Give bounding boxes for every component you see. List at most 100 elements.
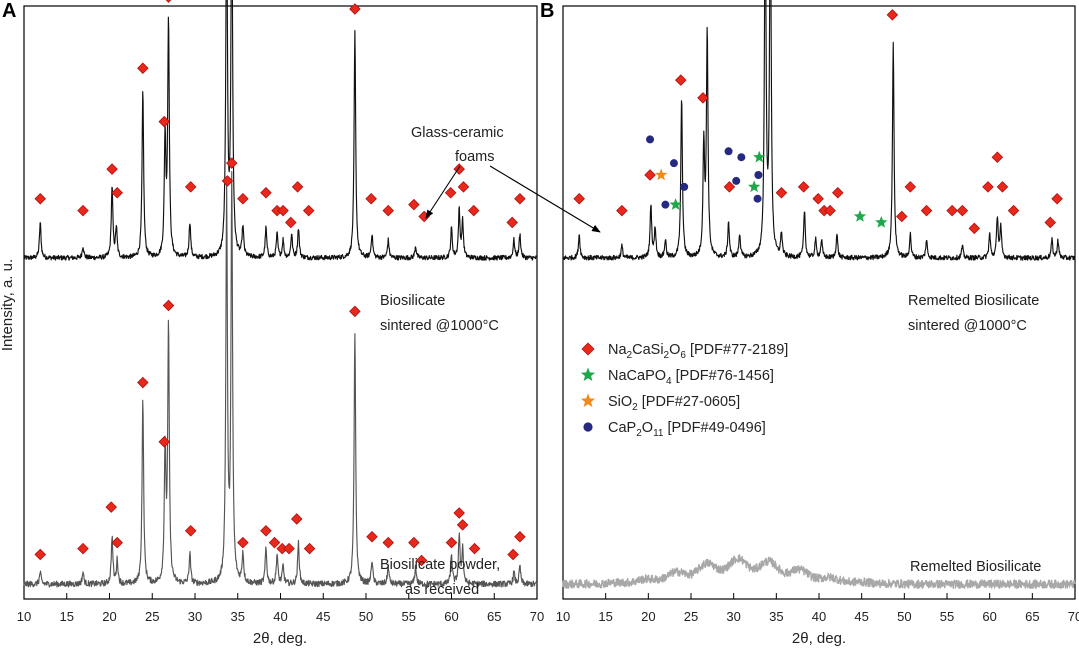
panel-a-markers bbox=[34, 0, 526, 567]
phase-marker-diamond bbox=[812, 192, 824, 205]
phase-marker-diamond bbox=[165, 0, 172, 3]
phase-marker-circle bbox=[646, 135, 655, 144]
series-label-b1-line2: sintered @1000°C bbox=[908, 318, 1027, 334]
x-tick-label: 15 bbox=[60, 609, 74, 624]
phase-marker-diamond bbox=[644, 169, 656, 181]
x-tick-label: 35 bbox=[769, 609, 783, 624]
x-tick-label: 60 bbox=[444, 609, 458, 624]
phase-marker-diamond bbox=[290, 513, 303, 525]
x-tick-label: 55 bbox=[402, 609, 416, 624]
series-label-b2-line1: Remelted Biosilicate bbox=[910, 559, 1041, 575]
panel-b-markers bbox=[573, 9, 1063, 235]
phase-marker-diamond bbox=[221, 175, 234, 187]
annotation-arrow-right bbox=[489, 165, 601, 233]
phase-marker-star bbox=[853, 210, 867, 222]
phase-marker-diamond bbox=[162, 299, 175, 312]
phase-marker-diamond bbox=[457, 181, 470, 193]
panel-b: B 10 15 20 25 30 35 40 45 50 55 60 65 70 2θ, deg. Re… bbox=[540, 0, 1079, 647]
phase-marker-diamond bbox=[291, 181, 304, 193]
phase-marker-diamond bbox=[920, 204, 933, 217]
phase-marker-diamond bbox=[996, 181, 1009, 193]
phase-marker-circle bbox=[724, 147, 733, 156]
phase-marker-diamond bbox=[674, 74, 687, 86]
phase-marker-star bbox=[753, 150, 766, 163]
phase-marker-star bbox=[669, 198, 682, 210]
phase-marker-diamond bbox=[453, 507, 465, 519]
phase-marker-diamond bbox=[349, 305, 361, 318]
phase-marker-star bbox=[875, 215, 888, 228]
x-tick-label: 45 bbox=[854, 609, 868, 624]
series-line-a1 bbox=[23, 0, 538, 261]
phase-marker-diamond bbox=[723, 181, 736, 193]
phase-marker-diamond bbox=[832, 187, 844, 199]
phase-marker-diamond bbox=[184, 181, 197, 193]
x-tick-label: 55 bbox=[940, 609, 954, 624]
series-label-a1-line1: Biosilicate bbox=[380, 293, 445, 309]
phase-marker-circle bbox=[732, 176, 741, 185]
phase-marker-diamond bbox=[616, 204, 628, 217]
phase-marker-diamond bbox=[824, 204, 836, 217]
phase-marker-circle bbox=[737, 153, 746, 162]
x-tick-label: 60 bbox=[982, 609, 996, 624]
series-label-a2-line1: Biosilicate powder, bbox=[380, 557, 500, 573]
panel-b-legend: Na2CaSi2O6 [PDF#77-2189] NaCaPO4 [PDF#76-… bbox=[580, 342, 788, 439]
phase-marker-diamond bbox=[137, 62, 149, 75]
phase-marker-diamond bbox=[106, 163, 118, 175]
series-label-a2-line2: as received bbox=[405, 582, 479, 598]
phase-marker-diamond bbox=[886, 9, 899, 21]
phase-marker-diamond bbox=[268, 536, 281, 549]
phase-marker-circle bbox=[669, 159, 678, 168]
panel-a-x-axis-title: 2θ, deg. bbox=[253, 630, 307, 647]
series-line-b1 bbox=[562, 0, 1076, 261]
phase-marker-star bbox=[747, 180, 761, 193]
annotation-arrow-left bbox=[425, 165, 461, 219]
legend-symbol-star bbox=[580, 393, 596, 408]
series-label-b1-line1: Remelted Biosilicate bbox=[908, 293, 1039, 309]
phase-marker-diamond bbox=[456, 519, 469, 531]
phase-marker-diamond bbox=[137, 376, 149, 389]
phase-marker-circle bbox=[753, 194, 762, 203]
phase-marker-diamond bbox=[260, 525, 272, 537]
x-tick-label: 20 bbox=[641, 609, 655, 624]
phase-marker-diamond bbox=[225, 157, 238, 169]
phase-marker-diamond bbox=[991, 151, 1004, 163]
phase-marker-star_orange bbox=[654, 168, 668, 181]
phase-marker-diamond bbox=[382, 536, 394, 549]
legend-symbol-circle bbox=[583, 422, 593, 432]
x-tick-label: 10 bbox=[17, 609, 31, 624]
series-line-b2 bbox=[562, 554, 1076, 590]
phase-marker-circle bbox=[754, 171, 763, 180]
phase-marker-circle bbox=[680, 182, 689, 191]
legend-label: Na2CaSi2O6 [PDF#77-2189] bbox=[608, 342, 788, 361]
phase-marker-diamond bbox=[415, 554, 428, 567]
series-label-a1-line2: sintered @1000°C bbox=[380, 318, 499, 334]
annotation-line1: Glass-ceramic bbox=[411, 125, 504, 141]
phase-marker-diamond bbox=[982, 181, 994, 193]
x-tick-label: 10 bbox=[556, 609, 570, 624]
phase-marker-diamond bbox=[514, 530, 526, 543]
phase-marker-diamond bbox=[444, 187, 457, 199]
phase-marker-diamond bbox=[904, 181, 917, 193]
phase-marker-diamond bbox=[237, 192, 249, 205]
phase-marker-diamond bbox=[303, 542, 316, 555]
panel-a: A 10 15 20 25 30 35 40 45 50 55 60 65 70 2θ, deg. Bi… bbox=[2, 0, 601, 647]
phase-marker-diamond bbox=[382, 204, 394, 217]
panel-a-traces bbox=[23, 0, 538, 588]
phase-marker-diamond bbox=[111, 187, 123, 199]
phase-marker-diamond bbox=[77, 204, 89, 217]
phase-marker-circle bbox=[661, 200, 670, 209]
phase-marker-diamond bbox=[105, 501, 117, 513]
panel-b-traces bbox=[562, 0, 1076, 590]
phase-marker-diamond bbox=[277, 204, 289, 217]
legend-label: NaCaPO4 [PDF#76-1456] bbox=[608, 368, 774, 387]
legend-label: SiO2 [PDF#27-0605] bbox=[608, 394, 740, 413]
x-tick-label: 35 bbox=[231, 609, 245, 624]
phase-marker-diamond bbox=[111, 536, 123, 549]
phase-marker-diamond bbox=[408, 536, 420, 549]
phase-marker-diamond bbox=[468, 542, 481, 555]
legend-symbol-diamond bbox=[581, 342, 595, 356]
phase-marker-diamond bbox=[158, 115, 170, 128]
x-tick-label: 65 bbox=[1025, 609, 1039, 624]
phase-marker-diamond bbox=[896, 210, 908, 223]
